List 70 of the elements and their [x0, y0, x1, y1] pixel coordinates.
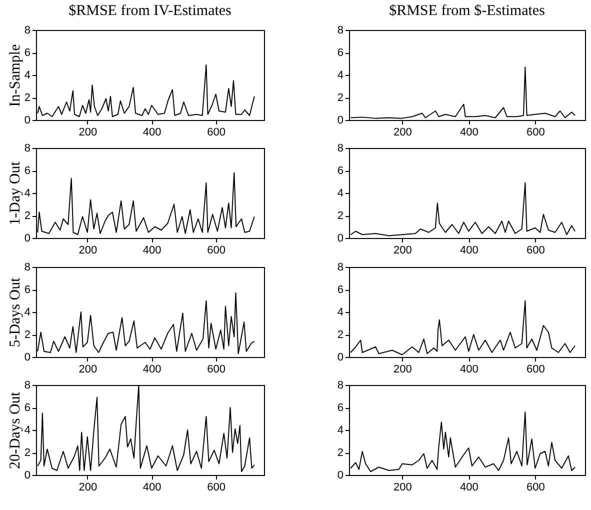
- y-tick-label: 6: [337, 165, 344, 177]
- x-tick-label: 400: [142, 126, 162, 138]
- x-tick-label: 400: [460, 482, 478, 494]
- x-tick-label: 600: [207, 244, 226, 256]
- x-tick-label: 600: [207, 126, 226, 138]
- x-tick-label: 200: [78, 126, 98, 138]
- y-tick-label: 8: [24, 142, 30, 154]
- y-tick-label: 0: [337, 114, 344, 126]
- x-tick-label: 200: [78, 244, 98, 256]
- y-axis-title: 20-Days Out: [7, 391, 24, 470]
- y-tick-label: 2: [24, 329, 30, 341]
- y-tick-label: 2: [337, 447, 344, 459]
- y-tick-label: 6: [24, 47, 30, 59]
- x-tick-label: 400: [142, 482, 162, 494]
- x-tick-label: 600: [207, 364, 226, 376]
- y-tick-label: 4: [24, 424, 30, 436]
- y-tick-label: 4: [24, 306, 30, 318]
- x-tick-label: 200: [78, 364, 98, 376]
- y-axis-title: In-Sample: [7, 44, 24, 107]
- y-tick-label: 0: [24, 470, 30, 482]
- y-tick-label: 4: [24, 70, 30, 82]
- x-tick-label: 200: [394, 364, 412, 376]
- y-tick-label: 0: [337, 352, 344, 364]
- y-tick-label: 4: [337, 424, 344, 436]
- y-tick-label: 4: [337, 70, 344, 82]
- x-tick-label: 400: [460, 126, 478, 138]
- y-axis-title: 1-Day Out: [7, 160, 24, 226]
- x-tick-label: 600: [526, 482, 545, 494]
- y-tick-label: 8: [337, 24, 344, 36]
- x-tick-label: 400: [460, 364, 478, 376]
- y-tick-label: 8: [24, 380, 30, 392]
- y-tick-label: 0: [24, 352, 30, 364]
- y-tick-label: 0: [337, 232, 344, 244]
- y-tick-label: 2: [24, 210, 30, 222]
- y-tick-label: 4: [337, 306, 344, 318]
- x-tick-label: 200: [394, 126, 412, 138]
- y-tick-label: 8: [337, 262, 344, 274]
- y-tick-label: 6: [337, 47, 344, 59]
- chart-title: $RMSE from $-Estimates: [389, 3, 546, 19]
- y-tick-label: 2: [24, 447, 30, 459]
- y-tick-label: 2: [337, 329, 344, 341]
- y-tick-label: 4: [24, 188, 30, 200]
- y-tick-label: 8: [337, 142, 344, 154]
- x-tick-label: 200: [394, 244, 412, 256]
- y-tick-label: 0: [24, 232, 30, 244]
- y-tick-label: 4: [337, 188, 344, 200]
- x-tick-label: 200: [394, 482, 412, 494]
- x-tick-label: 600: [526, 364, 545, 376]
- y-tick-label: 0: [337, 470, 344, 482]
- y-tick-label: 6: [24, 402, 30, 414]
- x-tick-label: 200: [78, 482, 98, 494]
- y-tick-label: 0: [24, 114, 30, 126]
- y-tick-label: 6: [337, 284, 344, 296]
- chart-title: $RMSE from IV-Estimates: [68, 3, 232, 19]
- y-axis-title: 5-Days Out: [7, 276, 24, 348]
- y-tick-label: 2: [337, 210, 344, 222]
- y-tick-label: 6: [24, 284, 30, 296]
- x-tick-label: 400: [460, 244, 478, 256]
- y-tick-label: 6: [337, 402, 344, 414]
- y-tick-label: 8: [337, 380, 344, 392]
- x-tick-label: 600: [526, 126, 545, 138]
- x-tick-label: 600: [207, 482, 226, 494]
- x-tick-label: 600: [526, 244, 545, 256]
- y-tick-label: 6: [24, 165, 30, 177]
- x-tick-label: 400: [142, 364, 162, 376]
- y-tick-label: 2: [337, 92, 344, 104]
- y-tick-label: 8: [24, 24, 30, 36]
- y-tick-label: 2: [24, 92, 30, 104]
- y-tick-label: 8: [24, 262, 30, 274]
- x-tick-label: 400: [142, 244, 162, 256]
